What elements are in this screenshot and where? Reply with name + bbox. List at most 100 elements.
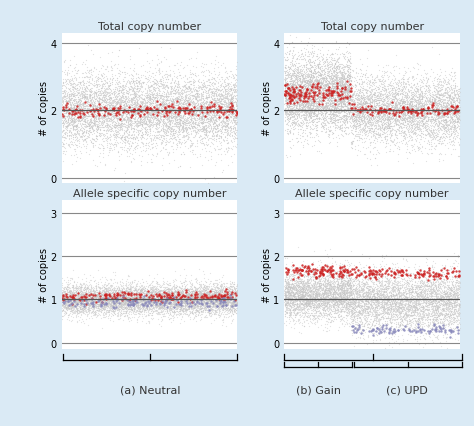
Point	[186, 116, 193, 123]
Point	[344, 88, 351, 95]
Point	[176, 294, 184, 300]
Point	[148, 294, 156, 301]
Point	[326, 295, 334, 302]
Point	[173, 297, 181, 304]
Point	[64, 293, 72, 300]
Point	[62, 120, 69, 127]
Point	[198, 294, 206, 301]
Point	[382, 288, 390, 294]
Point	[194, 285, 201, 292]
Point	[325, 59, 333, 66]
Point	[298, 80, 306, 86]
Point	[173, 314, 181, 320]
Point	[207, 310, 215, 317]
Point	[152, 296, 159, 303]
Point	[106, 102, 114, 109]
Point	[111, 113, 118, 120]
Point	[196, 288, 203, 295]
Point	[209, 110, 217, 117]
Point	[312, 105, 319, 112]
Point	[317, 93, 324, 100]
Point	[329, 304, 337, 311]
Point	[355, 109, 363, 115]
Point	[153, 118, 160, 124]
Point	[294, 303, 301, 310]
Point	[106, 276, 113, 282]
Point	[180, 279, 188, 286]
Point	[171, 300, 178, 307]
Point	[292, 84, 300, 91]
Point	[339, 288, 347, 295]
Point	[137, 287, 145, 294]
Point	[396, 285, 404, 292]
Point	[149, 136, 156, 143]
Point	[182, 298, 190, 305]
Point	[66, 128, 73, 135]
Point	[409, 292, 416, 299]
Point	[133, 118, 140, 125]
Point	[320, 72, 328, 78]
Point	[163, 92, 170, 99]
Point	[356, 121, 364, 128]
Point	[163, 298, 171, 305]
Point	[225, 139, 232, 146]
Point	[427, 311, 434, 317]
Point	[295, 83, 303, 89]
Point	[207, 109, 214, 115]
Point	[193, 154, 201, 161]
Point	[67, 91, 75, 98]
Point	[172, 294, 180, 300]
Point	[411, 294, 419, 300]
Point	[301, 303, 309, 310]
Point	[308, 298, 315, 305]
Point	[402, 126, 410, 132]
Point	[313, 148, 321, 155]
Point	[428, 102, 436, 109]
Point	[170, 285, 178, 292]
Point	[355, 71, 362, 78]
Point	[212, 283, 220, 290]
Point	[106, 305, 114, 311]
Point	[143, 288, 151, 295]
Point	[384, 277, 392, 284]
Point	[82, 291, 89, 298]
Point	[112, 302, 119, 308]
Point	[282, 308, 290, 315]
Point	[164, 129, 172, 136]
Point	[168, 143, 175, 150]
Point	[110, 122, 118, 129]
Point	[342, 284, 350, 291]
Point	[178, 99, 185, 106]
Point	[172, 284, 179, 291]
Point	[361, 322, 368, 329]
Point	[220, 302, 228, 309]
Point	[319, 305, 327, 312]
Point	[137, 115, 145, 122]
Point	[220, 99, 228, 106]
Point	[227, 299, 235, 306]
Point	[369, 121, 377, 128]
Point	[175, 94, 182, 101]
Point	[204, 291, 212, 297]
Point	[373, 126, 381, 133]
Point	[352, 290, 360, 296]
Point	[183, 131, 191, 138]
Point	[298, 278, 305, 285]
Point	[213, 299, 221, 306]
Point	[344, 72, 351, 79]
Point	[396, 98, 404, 105]
Point	[115, 88, 123, 95]
Point	[406, 297, 414, 304]
Point	[343, 90, 351, 97]
Point	[321, 276, 329, 283]
Point	[312, 275, 320, 282]
Point	[321, 96, 329, 103]
Point	[183, 77, 191, 83]
Point	[95, 305, 102, 311]
Point	[344, 85, 352, 92]
Point	[68, 106, 75, 112]
Point	[108, 77, 116, 84]
Point	[85, 88, 92, 95]
Point	[384, 87, 392, 94]
Point	[347, 290, 355, 296]
